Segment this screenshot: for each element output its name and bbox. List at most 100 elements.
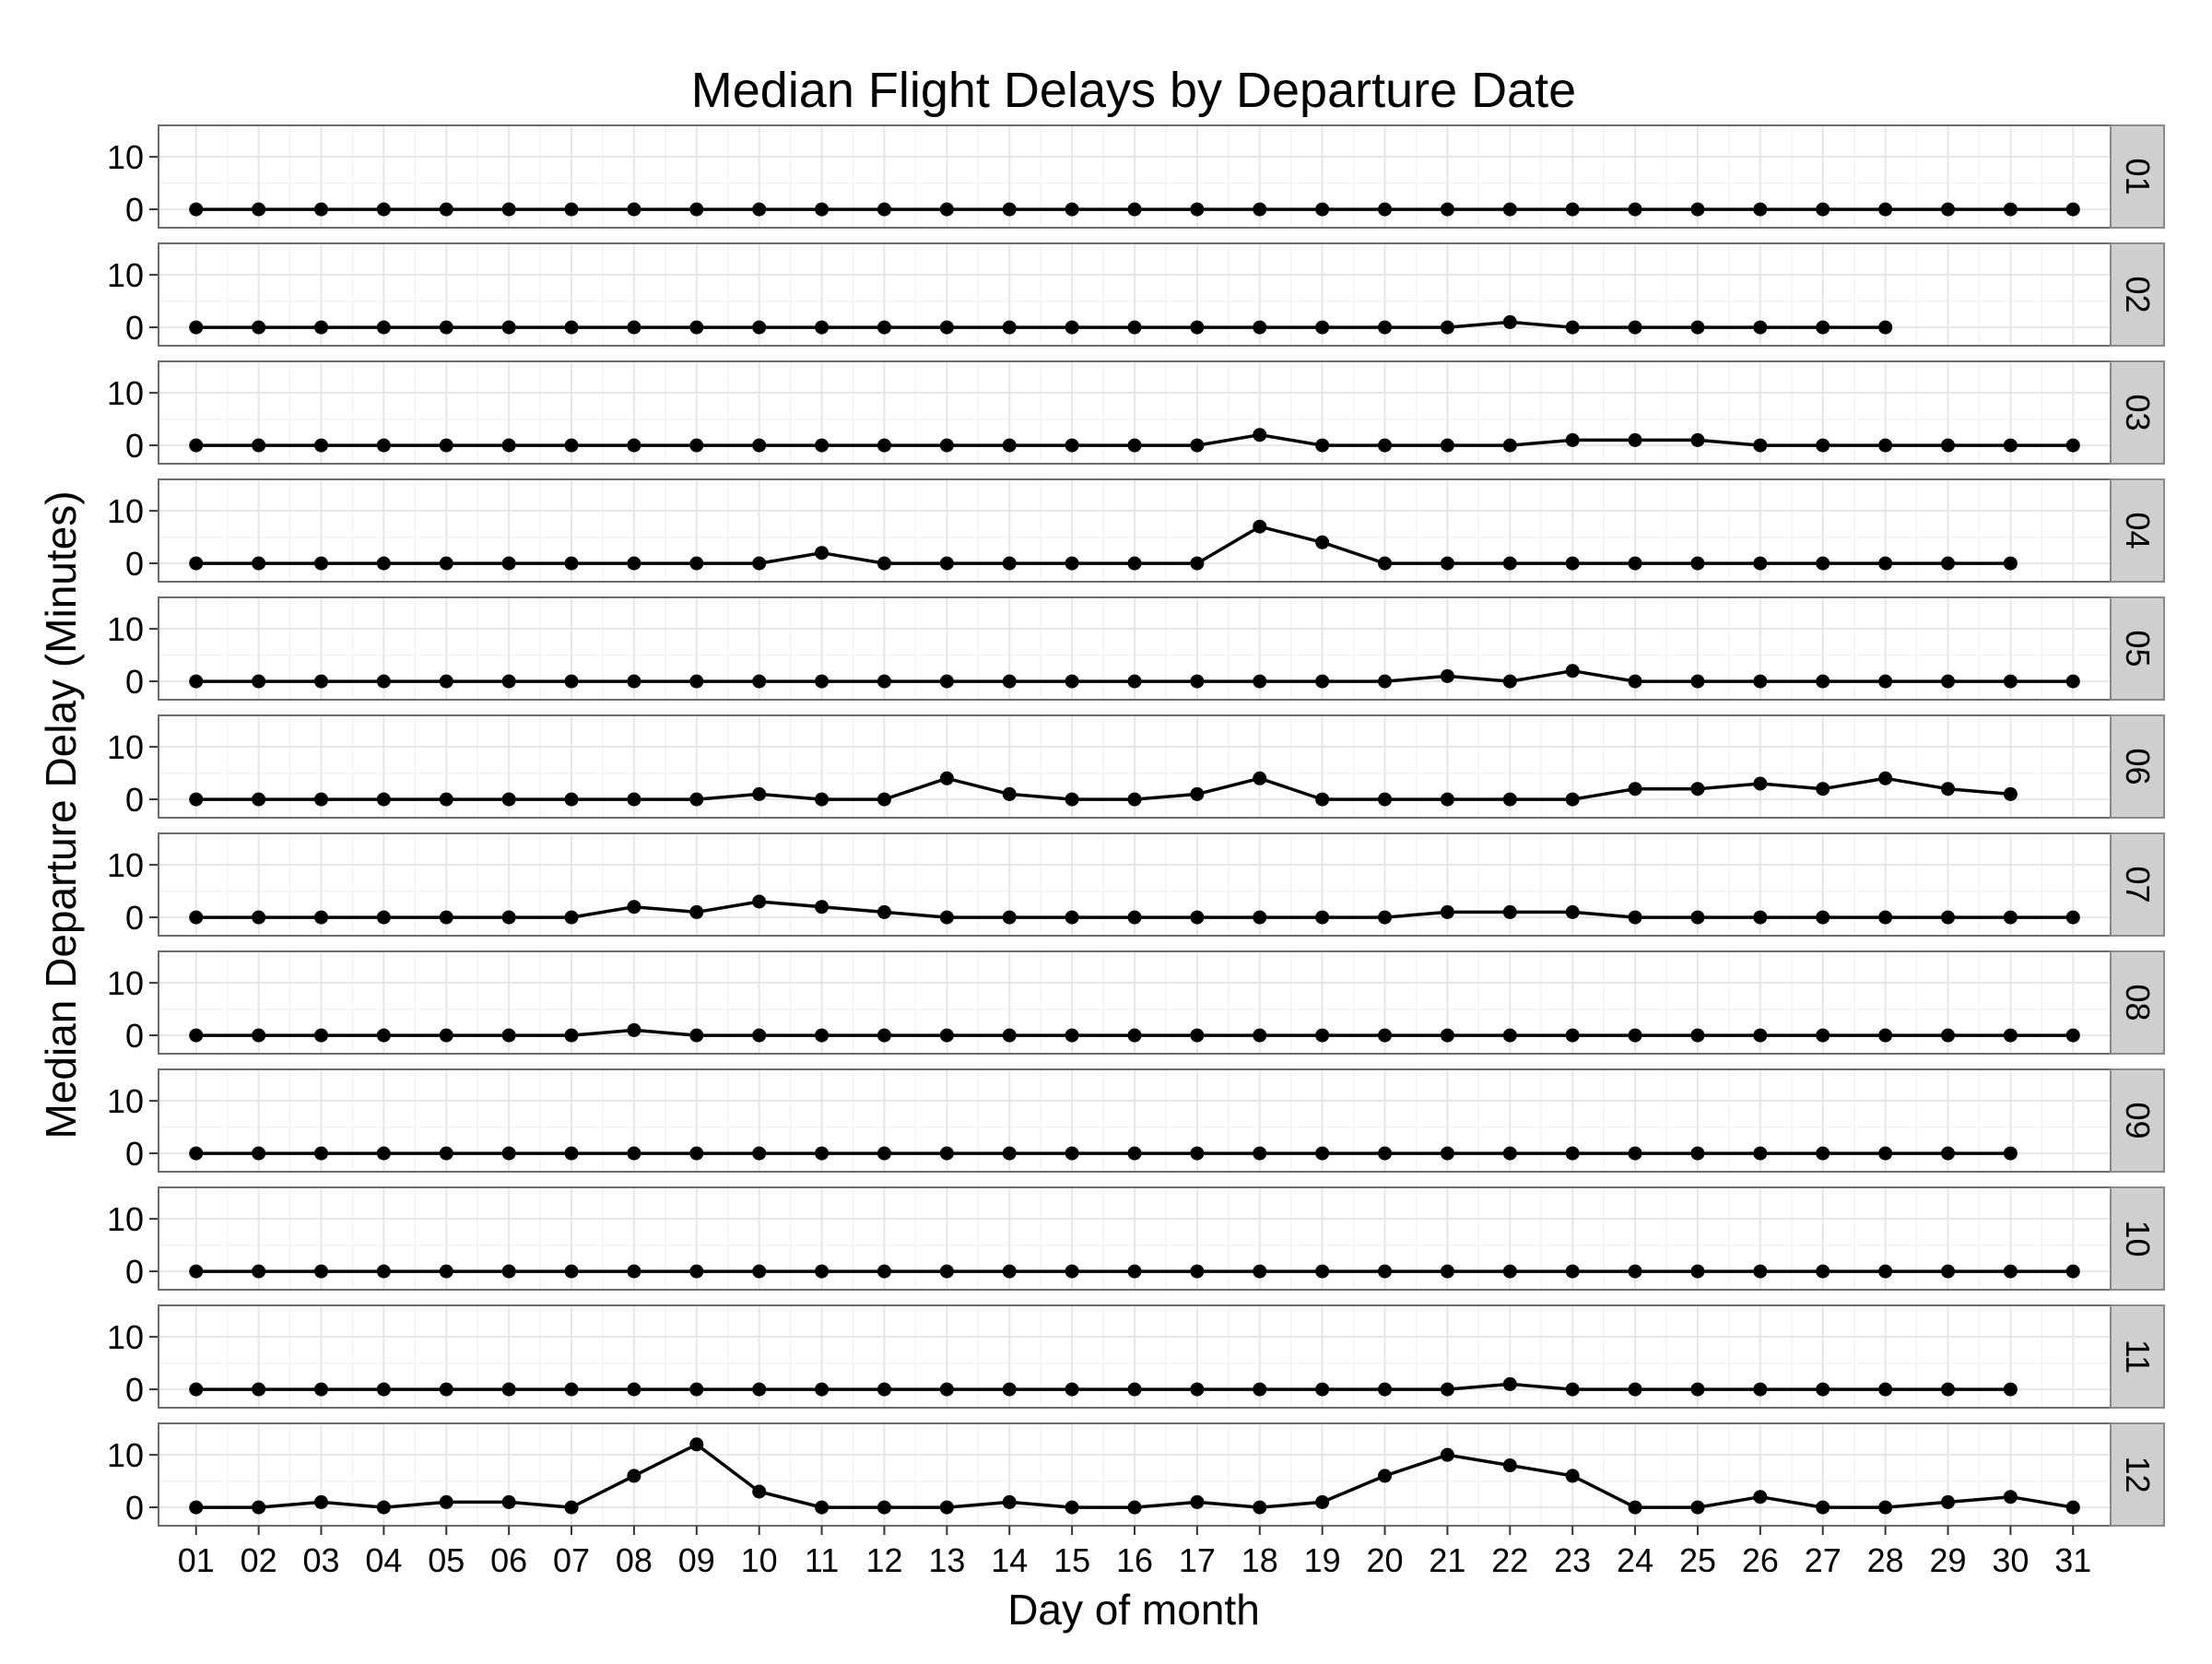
data-point — [1565, 202, 1580, 217]
y-tick-label: 10 — [107, 1200, 144, 1238]
data-point — [1502, 314, 1517, 329]
x-tick-label: 05 — [428, 1541, 465, 1579]
data-point — [1378, 1028, 1393, 1043]
data-point — [1690, 1146, 1705, 1161]
x-tick-label: 26 — [1742, 1541, 1779, 1579]
facet-strip-label: 10 — [2119, 1220, 2157, 1257]
data-point — [939, 1382, 954, 1397]
data-point — [627, 438, 641, 453]
y-tick-label: 0 — [125, 191, 144, 229]
data-point — [501, 674, 516, 689]
facet-panel-02: 0 10 02 — [107, 242, 2165, 347]
data-point — [1315, 1146, 1330, 1161]
data-point — [1378, 320, 1393, 335]
data-point — [1816, 674, 1830, 689]
data-point — [1565, 1028, 1580, 1043]
data-point — [627, 556, 641, 571]
data-point — [1941, 202, 1955, 217]
data-point — [501, 1264, 516, 1279]
data-point — [1315, 202, 1330, 217]
y-tick-label: 0 — [125, 309, 144, 347]
data-point — [815, 1500, 830, 1515]
facet-panel-04: 0 10 04 — [107, 478, 2165, 583]
x-tick-label: 27 — [1805, 1541, 1841, 1579]
data-point — [752, 674, 767, 689]
y-tick-label: 0 — [125, 899, 144, 937]
data-point — [1941, 910, 1955, 925]
data-point — [1127, 674, 1142, 689]
data-point — [376, 556, 391, 571]
x-tick-label: 25 — [1679, 1541, 1716, 1579]
series-line-04 — [195, 525, 2011, 565]
y-tick-label: 0 — [125, 545, 144, 583]
facet-panels: 0100101002010030100401005010060100701008… — [107, 124, 2165, 1527]
data-point — [2003, 1028, 2018, 1043]
data-point — [439, 320, 453, 335]
y-tick-label: 10 — [107, 1436, 144, 1474]
data-point — [1002, 786, 1017, 801]
data-point — [939, 202, 954, 217]
data-point — [1878, 674, 1893, 689]
data-point — [1440, 1382, 1454, 1397]
data-point — [1502, 1028, 1517, 1043]
data-point — [1065, 792, 1079, 807]
data-point — [1816, 1146, 1830, 1161]
data-point — [1002, 1382, 1017, 1397]
data-point — [314, 1494, 328, 1509]
data-point — [314, 320, 328, 335]
data-point — [1628, 1382, 1642, 1397]
data-point — [1941, 1146, 1955, 1161]
data-point — [1378, 910, 1393, 925]
data-point — [1502, 556, 1517, 571]
data-point — [2003, 786, 2018, 801]
data-point — [189, 910, 204, 925]
data-point — [1565, 1469, 1580, 1483]
data-point — [1127, 556, 1142, 571]
data-point — [1065, 1500, 1079, 1515]
data-point — [1253, 428, 1267, 443]
x-tick-label: 11 — [805, 1541, 839, 1579]
data-point — [1878, 438, 1893, 453]
data-point — [627, 792, 641, 807]
data-point — [1753, 1264, 1768, 1279]
facet-panel-11: 0 10 11 — [107, 1304, 2165, 1409]
data-point — [564, 202, 579, 217]
data-point — [1065, 1028, 1079, 1043]
data-point — [189, 674, 204, 689]
x-tick-label: 22 — [1491, 1541, 1528, 1579]
data-point — [2065, 1500, 2080, 1515]
data-point — [376, 910, 391, 925]
data-point — [689, 1146, 704, 1161]
data-point — [1878, 1500, 1893, 1515]
data-point — [376, 320, 391, 335]
data-point — [627, 1022, 641, 1037]
data-point — [2003, 438, 2018, 453]
data-point — [1941, 1028, 1955, 1043]
data-point — [439, 910, 453, 925]
data-point — [1565, 1382, 1580, 1397]
y-tick-label: 0 — [125, 1135, 144, 1173]
facet-panel-08: 0 10 08 — [107, 950, 2165, 1055]
x-tick-label: 18 — [1241, 1541, 1278, 1579]
data-point — [1816, 1028, 1830, 1043]
facet-strip — [2110, 714, 2165, 819]
data-point — [564, 1264, 579, 1279]
data-point — [189, 792, 204, 807]
x-axis: 01 02 03 04 05 06 07 08 09 10 11 12 13 14 15 16 17 18 19 20… — [178, 1526, 2091, 1579]
data-point — [939, 771, 954, 785]
data-point — [252, 1264, 266, 1279]
data-point — [689, 904, 704, 919]
data-point — [1502, 1146, 1517, 1161]
data-point — [877, 904, 891, 919]
data-point — [564, 438, 579, 453]
data-point — [2065, 674, 2080, 689]
y-tick-label: 10 — [107, 964, 144, 1002]
data-point — [1190, 1146, 1205, 1161]
data-point — [1127, 792, 1142, 807]
data-point — [564, 674, 579, 689]
facet-strip-label: 11 — [2119, 1339, 2157, 1374]
data-point — [314, 438, 328, 453]
data-point — [1315, 1028, 1330, 1043]
data-point — [1378, 674, 1393, 689]
data-point — [376, 1028, 391, 1043]
